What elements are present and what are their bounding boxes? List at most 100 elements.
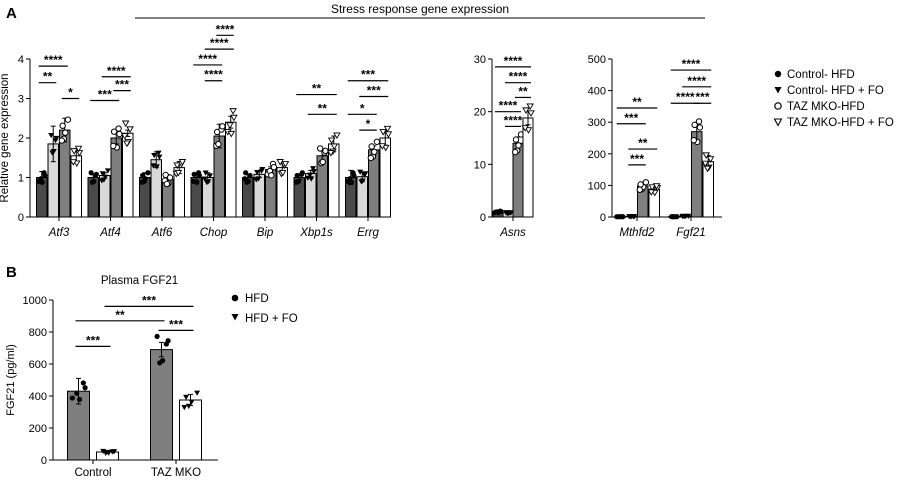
point-triangle [679, 213, 686, 220]
legend-a: Control- HFD Control- HFD + FO TAZ MKO-H… [773, 69, 894, 129]
point-ring [219, 123, 226, 130]
y-tick-label: 2 [18, 133, 24, 145]
y-tick-label: 0 [41, 455, 47, 467]
point-triangle [362, 171, 369, 177]
y-tick-label: 400 [29, 391, 47, 403]
point-open-triangle [226, 122, 234, 129]
point-triangle [255, 176, 262, 182]
point-dot [139, 179, 145, 185]
point-triangle [188, 399, 195, 405]
legend-b-label: HFD [245, 293, 269, 305]
point-triangle [310, 169, 317, 175]
significance-label: * [68, 86, 73, 100]
point-triangle [150, 163, 157, 169]
point-dot [42, 172, 48, 179]
y-tick-label: 300 [588, 117, 606, 129]
point-triangle [207, 173, 214, 179]
point-open-triangle [281, 161, 290, 168]
significance-label: ** [115, 308, 125, 322]
point-open-triangle [327, 137, 336, 145]
point-ring [59, 122, 66, 129]
point-ring [58, 137, 66, 144]
y-tick-label: 200 [588, 149, 606, 161]
point-triangle [310, 166, 317, 172]
point-open-triangle [126, 126, 134, 133]
y-tick-label: 100 [588, 180, 606, 192]
point-open-triangle [652, 183, 661, 190]
point-ring [110, 142, 117, 150]
point-dot [145, 170, 151, 176]
significance-label: *** [367, 84, 381, 98]
legend-b: HFD HFD + FO [231, 293, 298, 325]
point-ring [642, 179, 650, 186]
point-triangle [53, 135, 60, 142]
point-triangle [503, 210, 509, 216]
point-ring [116, 130, 123, 138]
point-dot [165, 338, 171, 344]
point-dot [82, 385, 88, 391]
point-open-triangle [330, 143, 339, 151]
point-ring [62, 129, 69, 136]
y-tick-label: 10 [474, 159, 486, 171]
significance-label: **** [682, 57, 701, 71]
x-category-label: Asns [499, 227, 526, 239]
significance-label: *** [630, 152, 644, 166]
y-tick-label: 30 [474, 54, 486, 66]
point-dot [140, 172, 146, 179]
point-open-triangle [173, 162, 181, 170]
point-dot [190, 178, 196, 185]
point-ring [270, 164, 278, 171]
point-triangle [183, 394, 190, 400]
point-open-triangle [703, 165, 712, 173]
significance-label: *** [115, 78, 129, 92]
point-dot [617, 214, 623, 220]
bar [150, 349, 173, 461]
point-ring [691, 121, 698, 129]
point-ring [512, 148, 519, 156]
y-tick-label: 0 [600, 212, 606, 224]
significance-label: ** [632, 95, 642, 109]
panel-label-b: B [6, 264, 17, 281]
point-triangle [98, 178, 105, 184]
y-tick-label: 0 [480, 212, 486, 224]
point-triangle [50, 149, 57, 155]
x-category-label: Errg [357, 227, 379, 239]
point-open-triangle [379, 129, 387, 136]
point-open-triangle [229, 108, 237, 115]
y-tick-label: 400 [588, 86, 606, 98]
legend-b-label: HFD + FO [245, 313, 298, 325]
legend-marker-dot [231, 294, 239, 302]
legend-marker-triangle [774, 87, 782, 94]
point-dot [160, 358, 166, 364]
point-open-triangle [702, 152, 710, 159]
point-open-triangle [75, 150, 84, 157]
point-dot [669, 214, 675, 220]
point-open-triangle [526, 103, 534, 111]
point-ring [637, 181, 644, 188]
point-dot [74, 390, 80, 396]
point-ring [110, 128, 118, 135]
point-open-triangle [524, 127, 533, 134]
point-triangle [201, 176, 208, 182]
point-open-triangle [70, 148, 78, 155]
point-open-triangle [384, 131, 393, 138]
point-open-triangle [647, 189, 656, 196]
point-ring [367, 154, 375, 162]
x-category-label: Atf6 [151, 227, 173, 239]
point-dot [195, 170, 202, 176]
point-triangle [105, 450, 112, 456]
y-tick-label: 20 [474, 107, 486, 119]
point-ring [690, 137, 698, 144]
point-dot [69, 395, 75, 401]
point-open-triangle [278, 169, 287, 177]
point-ring [512, 136, 520, 143]
point-dot [295, 178, 302, 185]
significance-label: *** [361, 68, 375, 82]
significance-label: **** [44, 53, 63, 67]
x-category-label: Xbp1s [299, 227, 333, 239]
point-dot [93, 171, 99, 177]
point-dot [154, 333, 160, 339]
point-triangle [254, 170, 261, 176]
significance-label: ** [43, 70, 53, 84]
point-triangle [156, 154, 163, 160]
